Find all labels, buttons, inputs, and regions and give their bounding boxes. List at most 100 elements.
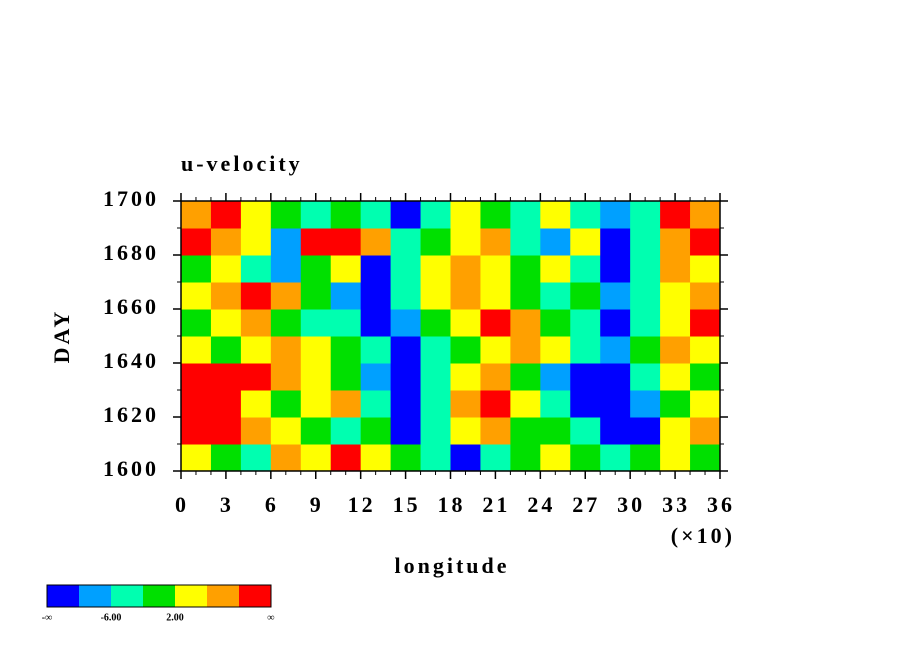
contour-cell xyxy=(660,336,691,364)
contour-cell xyxy=(240,417,272,445)
contour-cell xyxy=(210,228,242,256)
contour-cell xyxy=(510,228,541,256)
contour-cell xyxy=(360,282,392,310)
contour-cell xyxy=(660,282,691,310)
x-tick-label: 0 xyxy=(175,492,189,517)
contour-cell xyxy=(210,390,242,418)
contour-cell xyxy=(390,417,422,445)
y-tick-label: 1680 xyxy=(103,240,159,265)
contour-cell xyxy=(450,390,481,418)
contour-cell xyxy=(630,363,661,391)
contour-cell xyxy=(390,228,422,256)
contour-cell xyxy=(181,201,212,229)
colorbar-label: -∞ xyxy=(42,612,52,623)
contour-cell xyxy=(510,444,541,472)
colorbar-box xyxy=(47,585,79,607)
contour-cell xyxy=(420,363,451,391)
contour-cell xyxy=(540,336,571,364)
colorbar-label: -6.00 xyxy=(101,612,122,623)
contour-cell xyxy=(330,255,362,283)
colorbar-frame xyxy=(46,584,272,608)
contour-cell xyxy=(210,309,242,337)
contour-cell xyxy=(270,228,302,256)
contour-cell xyxy=(360,390,392,418)
y-tick-label: 1700 xyxy=(103,186,159,211)
contour-cell xyxy=(300,228,332,256)
contour-cell xyxy=(660,417,691,445)
colorbar-box xyxy=(207,585,239,607)
contour-cell xyxy=(181,417,212,445)
contour-cell xyxy=(480,228,511,256)
contour-cell xyxy=(630,444,661,472)
contour-cell xyxy=(660,444,691,472)
contour-cell xyxy=(540,417,571,445)
contour-cell xyxy=(600,363,631,391)
contour-cell xyxy=(300,309,332,337)
y-axis-label: DAY xyxy=(49,309,74,364)
contour-cell xyxy=(570,390,601,418)
contour-cell xyxy=(570,228,601,256)
contour-cell xyxy=(660,390,691,418)
x-tick-label: 3 xyxy=(220,492,234,517)
contour-cell xyxy=(600,255,631,283)
contour-cell xyxy=(181,228,212,256)
contour-cell xyxy=(181,390,212,418)
contour-cell xyxy=(480,255,511,283)
contour-cell xyxy=(330,444,362,472)
contour-cell xyxy=(690,201,721,229)
contour-cell xyxy=(690,282,721,310)
contour-cell xyxy=(420,390,451,418)
contour-cell xyxy=(330,336,362,364)
x-tick-label: 6 xyxy=(265,492,279,517)
contour-cell xyxy=(270,444,302,472)
contour-cell xyxy=(450,309,481,337)
contour-cell xyxy=(600,444,631,472)
contour-cell xyxy=(360,255,392,283)
contour-cell xyxy=(181,309,212,337)
x-tick-label: 15 xyxy=(393,492,421,517)
contour-cell xyxy=(420,201,451,229)
contour-cell xyxy=(240,363,272,391)
contour-cell xyxy=(690,363,721,391)
contour-cell xyxy=(330,390,362,418)
contour-cell xyxy=(480,390,511,418)
contour-cell xyxy=(660,228,691,256)
contour-cell xyxy=(450,201,481,229)
contour-cell xyxy=(360,336,392,364)
contour-cell xyxy=(300,390,332,418)
x-tick-label: 36 xyxy=(707,492,735,517)
contour-cell xyxy=(480,444,511,472)
contour-cell xyxy=(570,201,601,229)
x-tick-label: 9 xyxy=(310,492,324,517)
contour-cell xyxy=(270,363,302,391)
contour-cell xyxy=(450,255,481,283)
contour-cell xyxy=(480,336,511,364)
contour-cell xyxy=(300,417,332,445)
contour-cell xyxy=(540,255,571,283)
contour-cell xyxy=(570,417,601,445)
contour-cell xyxy=(360,444,392,472)
contour-cell xyxy=(390,363,422,391)
contour-cell xyxy=(570,255,601,283)
contour-cell xyxy=(510,201,541,229)
contour-cell xyxy=(270,417,302,445)
colorbar-box xyxy=(111,585,143,607)
contour-cell xyxy=(570,444,601,472)
contour-cell xyxy=(420,417,451,445)
contour-cell xyxy=(420,255,451,283)
contour-cell xyxy=(480,282,511,310)
contour-cell xyxy=(690,309,721,337)
contour-cell xyxy=(270,309,302,337)
contour-cell xyxy=(510,255,541,283)
x-tick-label: 33 xyxy=(662,492,690,517)
y-tick-label: 1600 xyxy=(103,456,159,481)
contour-cell xyxy=(390,444,422,472)
contour-cell xyxy=(181,255,212,283)
contour-cell xyxy=(330,417,362,445)
contour-cell xyxy=(510,309,541,337)
contour-cell xyxy=(450,417,481,445)
x-axis-label: longitude xyxy=(394,553,509,578)
contour-cell xyxy=(270,282,302,310)
contour-cell xyxy=(450,228,481,256)
